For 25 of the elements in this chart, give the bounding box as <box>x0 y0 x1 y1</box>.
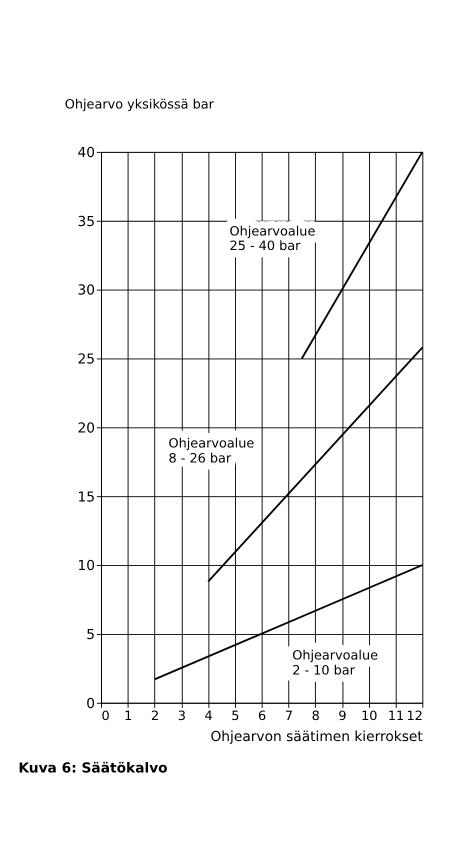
y-tick-label: 40 <box>78 144 96 161</box>
x-tick-label: 5 <box>231 708 240 724</box>
y-tick-label: 0 <box>86 696 96 712</box>
y-tick-label: 10 <box>78 558 96 574</box>
x-tick-label: 1 <box>124 708 132 724</box>
x-tick-label: 0 <box>101 708 110 724</box>
x-tick-label: 11 <box>388 708 404 724</box>
text: Kuva 6: Säätökalvo <box>18 760 168 777</box>
x-tick-label: 2 <box>150 708 160 724</box>
y-tick-label: 20 <box>78 420 96 436</box>
y-axis-title: Ohjearvo yksikössä bar <box>64 97 215 112</box>
x-tick-label: 12 <box>406 708 423 724</box>
x-tick-label: 8 <box>312 708 320 724</box>
y-tick-label: 15 <box>78 489 96 506</box>
x-axis-title: Ohjearvon säätimen kierrokset <box>210 728 424 745</box>
x-tick-label: 9 <box>338 708 347 724</box>
x-tick-label: 6 <box>258 708 266 724</box>
x-tick-label: 3 <box>178 708 186 724</box>
y-tick-label: 5 <box>86 627 96 643</box>
y-tick-label: 35 <box>78 214 96 230</box>
y-tick-label: 25 <box>78 352 96 368</box>
y-tick-label: 30 <box>78 282 96 299</box>
x-tick-label: 4 <box>204 708 213 724</box>
x-tick-label: 10 <box>361 708 378 724</box>
x-tick-label: 7 <box>284 708 293 724</box>
